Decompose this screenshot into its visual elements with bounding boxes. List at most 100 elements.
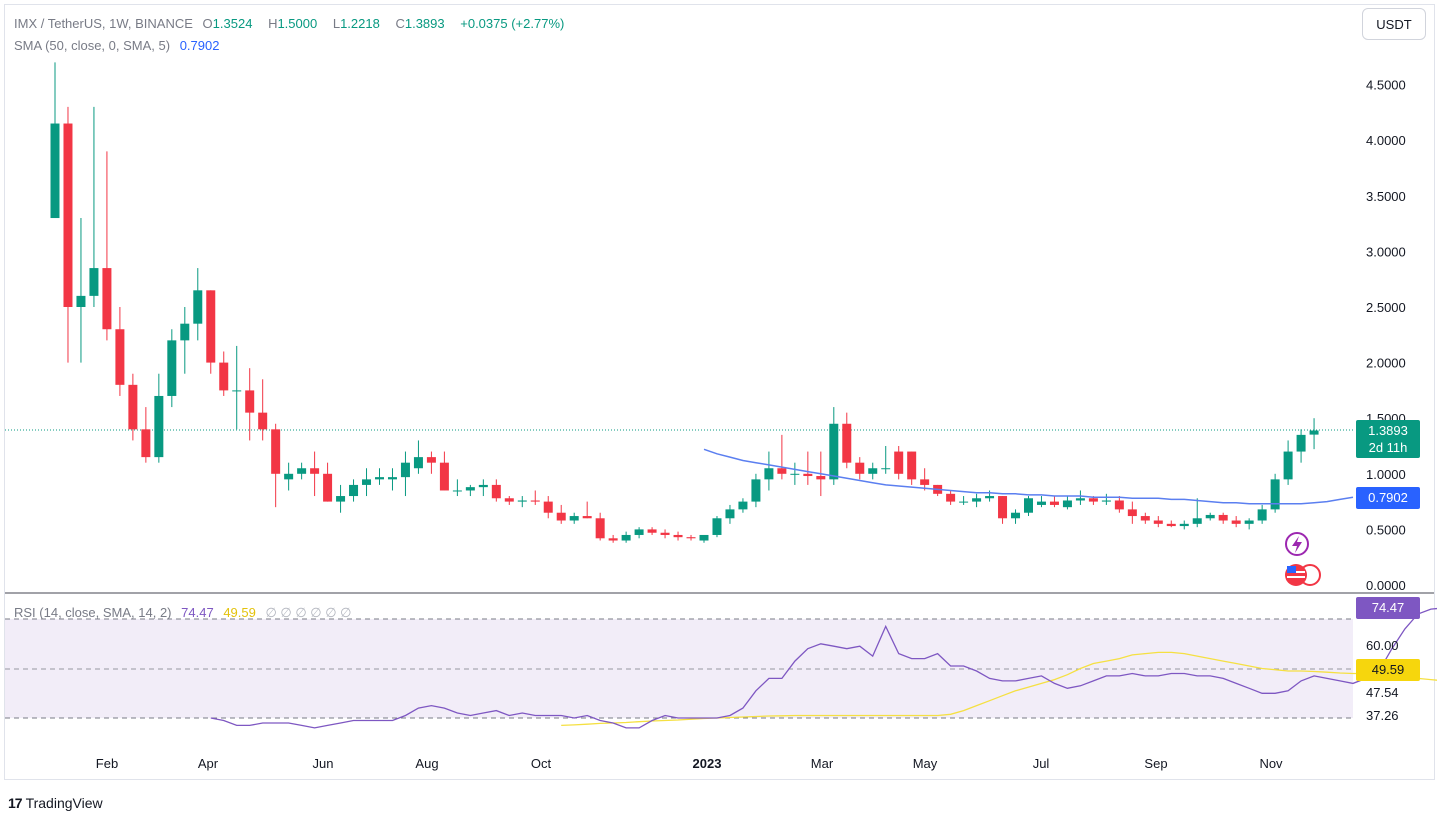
time-tick-label: Sep (1144, 756, 1167, 771)
candle-body (465, 487, 475, 491)
candle-body (1296, 434, 1306, 452)
candle (751, 473, 761, 508)
us-flag-icon[interactable] (1285, 564, 1321, 586)
candle-body (569, 516, 579, 521)
candle (894, 446, 904, 480)
candle (50, 62, 60, 219)
candle-body (556, 512, 566, 521)
price-tick-label: 0.5000 (1366, 522, 1406, 537)
candle-body (141, 429, 151, 458)
candle-body (1270, 479, 1280, 510)
candle (504, 496, 514, 505)
candle-body (595, 518, 605, 539)
low-label: L (332, 16, 341, 31)
candle (569, 512, 579, 524)
candle-body (608, 538, 618, 541)
sma-label[interactable]: SMA (50, close, 0, SMA, 5) (14, 38, 171, 53)
candle (180, 307, 190, 374)
candle (387, 468, 397, 491)
candle (141, 407, 151, 463)
candle-body (829, 423, 839, 480)
candle-body (1244, 520, 1254, 524)
candle (972, 493, 982, 508)
candle (855, 457, 865, 480)
time-tick-label: Oct (531, 756, 552, 771)
candle (725, 504, 735, 524)
candle-body (1011, 512, 1021, 519)
rsi-ma-line (561, 651, 1437, 727)
candle (556, 504, 566, 524)
candle-body (50, 123, 60, 219)
candle (76, 218, 86, 363)
rsi-empty-values: ∅ ∅ ∅ ∅ ∅ ∅ (265, 605, 352, 620)
candle (595, 512, 605, 541)
rsi-ma-legend-value: 49.59 (223, 605, 256, 620)
candle-body (907, 451, 917, 480)
candle-body (725, 509, 735, 519)
candle (517, 496, 527, 508)
candle-body (946, 493, 956, 502)
candle (206, 290, 216, 374)
candle-body (855, 462, 865, 474)
candle (842, 412, 852, 469)
candle-body (375, 477, 384, 480)
symbol-legend[interactable]: IMX / TetherUS, 1W, BINANCE O1.3524 H1.5… (14, 16, 570, 31)
candle (167, 329, 177, 408)
time-tick-label: Apr (198, 756, 219, 771)
candle-body (868, 468, 878, 474)
symbol-name[interactable]: IMX / TetherUS, 1W, BINANCE (14, 16, 193, 31)
currency-button[interactable]: USDT (1362, 8, 1426, 40)
sma-legend[interactable]: SMA (50, close, 0, SMA, 5) 0.7902 (14, 38, 225, 53)
candle-body (686, 537, 696, 539)
candle (998, 496, 1008, 524)
candle-body (543, 501, 553, 513)
candle-body (1153, 520, 1163, 524)
price-tick-label: 3.5000 (1366, 189, 1406, 204)
candle-body (413, 457, 423, 469)
candle (530, 490, 540, 505)
candle (1127, 501, 1137, 524)
change-value: +0.0375 (+2.77%) (460, 16, 565, 31)
candle-body (673, 534, 683, 538)
candle (1192, 498, 1202, 528)
candle (478, 479, 488, 497)
candle (1114, 496, 1124, 513)
candle (349, 479, 359, 502)
candle (193, 268, 203, 341)
candle (271, 423, 281, 508)
candle-body (349, 484, 359, 497)
candle (452, 479, 462, 497)
open-label: O (202, 16, 213, 31)
rsi-band-background (5, 619, 1353, 718)
candle (543, 496, 553, 519)
candle (245, 368, 255, 441)
candle (1036, 496, 1046, 508)
candle-body (894, 451, 904, 474)
candle (128, 373, 138, 441)
sma-line (703, 448, 1354, 505)
candle-body (478, 484, 488, 488)
candle-body (102, 268, 112, 330)
candle (829, 407, 839, 485)
candle-body (634, 529, 644, 535)
candle-body (517, 500, 527, 502)
candle-body (660, 532, 670, 535)
time-tick-label: Mar (811, 756, 834, 771)
price-tick-label: 1.0000 (1366, 467, 1406, 482)
candle-body (1231, 520, 1241, 524)
candle-body (1140, 516, 1150, 521)
chart-frame (4, 4, 1435, 780)
candle (1231, 516, 1241, 528)
rsi-legend[interactable]: RSI (14, close, SMA, 14, 2) 74.47 49.59 … (14, 605, 358, 621)
rsi-label[interactable]: RSI (14, close, SMA, 14, 2) (14, 605, 172, 620)
price-tick-label: 2.0000 (1366, 356, 1406, 371)
candle (1024, 496, 1033, 517)
brand[interactable]: 17 TradingView (8, 795, 103, 811)
candle-body (1049, 501, 1059, 505)
candle-body (1205, 514, 1215, 519)
high-value: 1.5000 (277, 16, 318, 31)
lightning-icon[interactable] (1285, 532, 1309, 556)
candle-body (167, 340, 177, 396)
candle-body (219, 362, 229, 391)
